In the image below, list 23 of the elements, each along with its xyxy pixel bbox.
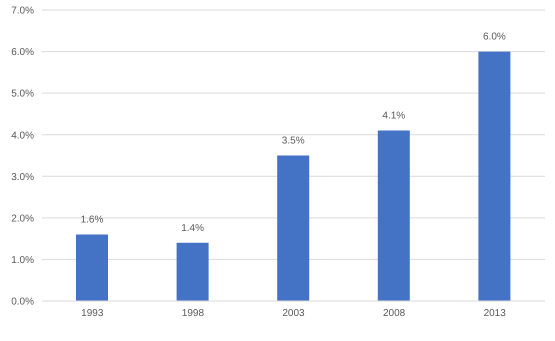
data-label: 4.1% [382,110,406,122]
x-tick-label: 1993 [81,308,104,320]
y-tick-label: 3.0% [11,172,34,183]
y-tick-label: 6.0% [11,47,34,58]
x-tick-label: 1998 [182,308,204,320]
bar [76,234,108,301]
bar [176,242,209,301]
data-label: 1.6% [80,214,104,226]
x-tick-label: 2003 [282,308,306,320]
y-tick-label: 4.0% [11,130,34,142]
x-tick-label: 2008 [382,308,406,320]
y-tick-label: 5.0% [11,88,34,100]
data-label: 1.4% [181,222,204,234]
y-tick-label: 1.0% [11,254,34,266]
bar [277,156,310,301]
bar [378,130,410,301]
y-tick-label: 0.0% [11,296,34,308]
x-tick-label: 2013 [484,308,506,320]
y-tick-label: 7.0% [11,6,34,17]
bar [478,52,510,301]
data-label: 6.0% [483,32,506,43]
y-tick-label: 2.0% [11,213,34,224]
data-label: 3.5% [282,136,305,146]
